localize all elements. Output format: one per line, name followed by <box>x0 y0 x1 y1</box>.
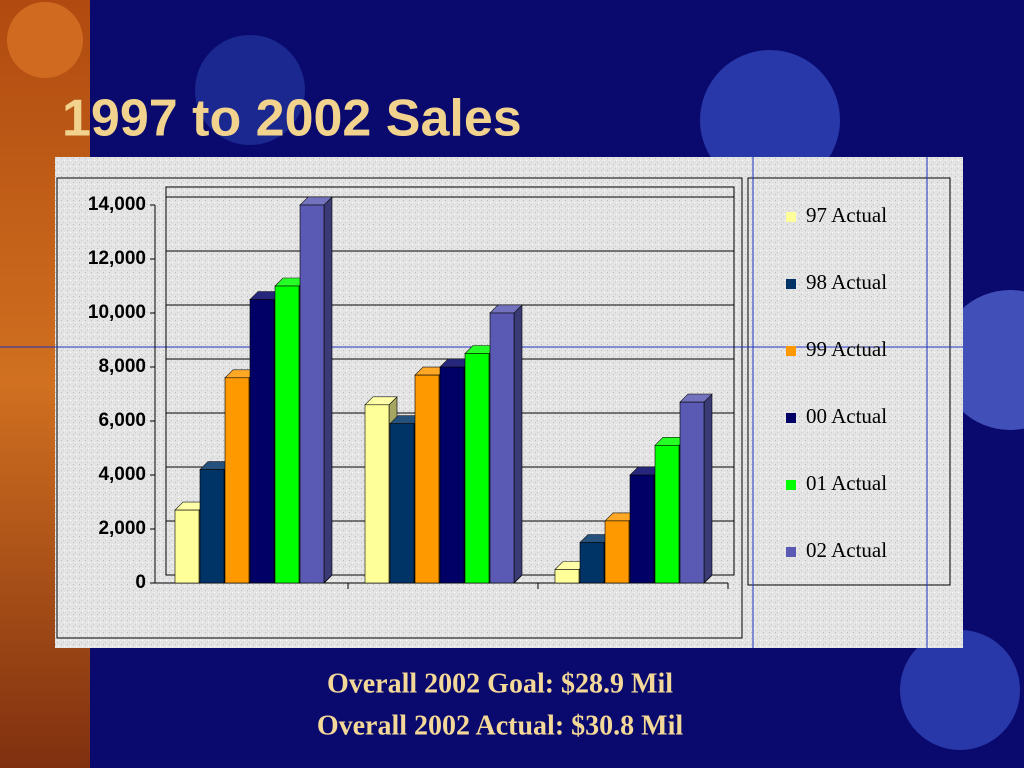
y-tick-label: 0 <box>135 572 146 593</box>
bar-top-shade <box>415 367 447 376</box>
y-tick-label: 2,000 <box>98 518 146 539</box>
bar-top-shade <box>465 345 497 354</box>
bar-top-shade <box>225 369 257 378</box>
bar-top-shade <box>200 461 232 470</box>
legend-label: 97 Actual <box>806 203 887 227</box>
bar-top-shade <box>390 415 422 424</box>
legend-frame <box>747 177 951 586</box>
bar <box>364 404 390 584</box>
bar <box>654 444 680 584</box>
bar-top-shade <box>555 561 587 570</box>
y-tick-label: 12,000 <box>88 248 146 269</box>
bar-top-shade <box>580 534 612 543</box>
bar <box>199 469 225 584</box>
legend-label: 98 Actual <box>806 270 887 294</box>
legend-label: 99 Actual <box>806 337 887 361</box>
y-tick-label: 4,000 <box>98 464 146 485</box>
bar-top-shade <box>300 197 332 205</box>
bar-top-shade <box>605 512 637 521</box>
bar <box>579 542 605 584</box>
bar-top-shade <box>175 502 207 511</box>
annotation: Overall 2002 Actual: $30.8 Mil <box>317 710 684 741</box>
legend-swatch <box>786 279 796 289</box>
legend-swatch <box>786 413 796 423</box>
bar <box>464 353 490 584</box>
y-tick-label: 14,000 <box>88 194 146 215</box>
legend-swatch <box>786 480 796 490</box>
annotation: Overall 2002 Goal: $28.9 Mil <box>327 668 673 699</box>
decor-gear <box>7 2 83 78</box>
legend-label: 01 Actual <box>806 471 887 495</box>
bar-side-shade <box>514 305 522 583</box>
bar-side-shade <box>704 394 712 583</box>
bar <box>489 312 515 584</box>
legend-swatch <box>786 346 796 356</box>
bar <box>554 569 580 584</box>
legend-swatch <box>786 547 796 557</box>
bar <box>274 285 300 584</box>
bar-top-shade <box>490 305 522 313</box>
bar <box>439 366 465 584</box>
bar-top-shade <box>365 396 397 405</box>
y-tick-label: 8,000 <box>98 356 146 377</box>
y-tick-label: 10,000 <box>88 302 146 323</box>
bar <box>629 474 655 584</box>
bar-top-shade <box>630 467 662 475</box>
bar <box>679 401 705 584</box>
decor-gear <box>900 630 1020 750</box>
bar-top-shade <box>440 359 472 367</box>
bar-top-shade <box>275 278 307 286</box>
legend-label: 02 Actual <box>806 538 887 562</box>
bar <box>299 204 325 584</box>
chart-frame <box>56 177 743 639</box>
bar <box>389 423 415 584</box>
bar <box>604 520 630 584</box>
bar-side-shade <box>324 197 332 583</box>
bar <box>224 377 250 584</box>
decor-gear <box>700 50 840 190</box>
bar <box>174 509 200 584</box>
legend-label: 00 Actual <box>806 404 887 428</box>
bar-top-shade <box>655 437 687 446</box>
slide-title: 1997 to 2002 Sales <box>62 90 522 148</box>
bar-top-shade <box>680 394 712 403</box>
legend-swatch <box>786 212 796 222</box>
decor-gear <box>195 35 305 145</box>
bar <box>249 299 275 584</box>
y-tick-label: 6,000 <box>98 410 146 431</box>
bar <box>414 374 440 584</box>
bar-top-shade <box>250 291 282 300</box>
